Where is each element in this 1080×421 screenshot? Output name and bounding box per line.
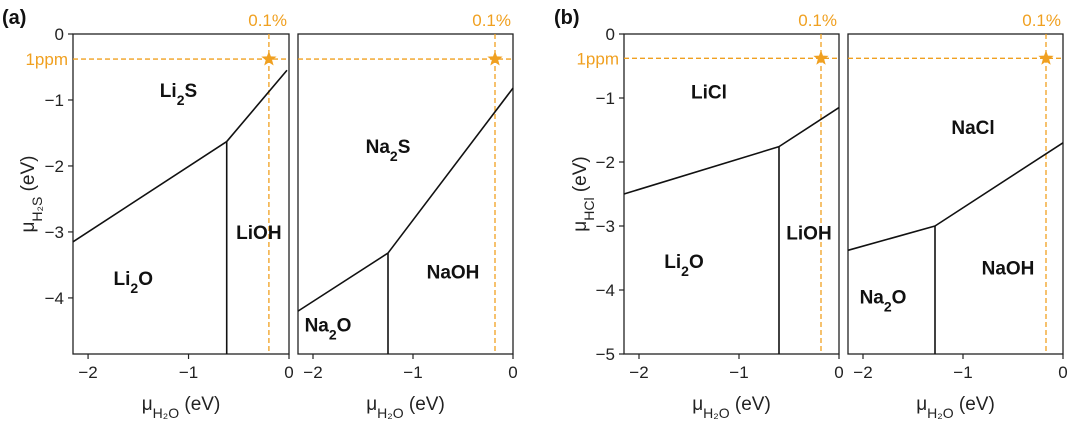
y-tick-label: −1 [596,89,615,108]
x-tick-label: −2 [629,363,648,382]
phase-boundary-line [387,87,514,254]
x-tick-label: −2 [303,363,322,382]
region-label: NaCl [951,118,994,139]
x-tick-label: −1 [953,363,972,382]
x-tick-label: 0 [834,363,843,382]
reference-star-icon [813,50,829,65]
y-tick-label: 0 [606,25,615,44]
y-tick-label: −1 [45,91,64,110]
region-label: LiOH [236,223,281,244]
region-label: Li2O [114,269,153,296]
phase-boundary-line [226,69,288,143]
x-tick-label: −2 [78,363,97,382]
reference-y-label: 1ppm [25,50,68,69]
reference-x-label: 0.1% [248,11,287,30]
y-tick-label: −3 [596,217,615,236]
y-tick-label: 0 [55,25,64,44]
region-label: Na2O [860,287,907,314]
x-axis-label: μH₂O (eV) [142,394,221,421]
x-tick-label: −1 [403,363,422,382]
x-tick-label: 0 [284,363,293,382]
y-tick-label: −3 [45,223,64,242]
panel-4: −2 −1 0 0.1% NaCl NaOH Na2O μH₂O (eV) [847,11,1068,421]
panel-group-label: (b) [554,7,580,29]
region-label: LiOH [786,223,831,244]
region-label: Li2O [664,252,703,279]
reference-x-label: 0.1% [798,11,837,30]
panel-3: −2 −1 0 0 −1 −2 −3 −4 −5 0.1% 1ppm LiCl LiOH Li2O μH₂O… [576,11,843,421]
panel-group-label: (a) [2,7,26,29]
reference-star-icon [261,51,277,66]
x-axis-label: μH₂O (eV) [366,394,445,421]
panel-2: −2 −1 0 0.1% Na2S NaOH Na2O μH₂O (eV) [297,11,518,421]
y-tick-label: −4 [596,281,615,300]
reference-x-label: 0.1% [1022,11,1061,30]
x-tick-label: 0 [508,363,517,382]
plot-frame [623,33,840,355]
phase-boundary-line [778,106,840,148]
y-tick-label: −4 [45,289,64,308]
reference-y-label: 1ppm [576,49,619,68]
y-tick-label: −2 [596,153,615,172]
phase-boundary-line [623,145,780,195]
region-label: NaOH [982,259,1035,280]
x-tick-label: −2 [853,363,872,382]
reference-star-icon [487,51,503,66]
x-tick-label: −1 [179,363,198,382]
phase-boundary-line [847,225,936,252]
region-label: Na2S [366,137,411,164]
x-axis-label: μH₂O (eV) [692,394,771,421]
phase-boundary-line [297,252,389,312]
y-axis-label: μHCl (eV) [570,156,597,231]
reference-star-icon [1038,50,1054,65]
region-label: Li2S [160,81,197,108]
plot-frame [297,33,514,355]
region-label: LiCl [691,83,727,104]
y-axis-label: μH₂S (eV) [18,155,45,232]
x-axis-label: μH₂O (eV) [916,394,995,421]
phase-boundary-line [72,140,228,243]
phase-boundary-line [934,142,1064,227]
region-label: NaOH [427,263,480,284]
region-label: Na2O [305,315,352,342]
x-tick-label: 0 [1058,363,1067,382]
y-tick-label: −2 [45,157,64,176]
x-tick-label: −1 [729,363,748,382]
reference-x-label: 0.1% [472,11,511,30]
panel-1: −2 −1 0 0 −1 −2 −3 −4 0.1% 1ppm Li2S LiOH Li2O μH₂O (… [25,11,293,421]
y-tick-label: −5 [596,345,615,364]
plot-frame [72,33,290,355]
plot-frame [847,33,1064,355]
